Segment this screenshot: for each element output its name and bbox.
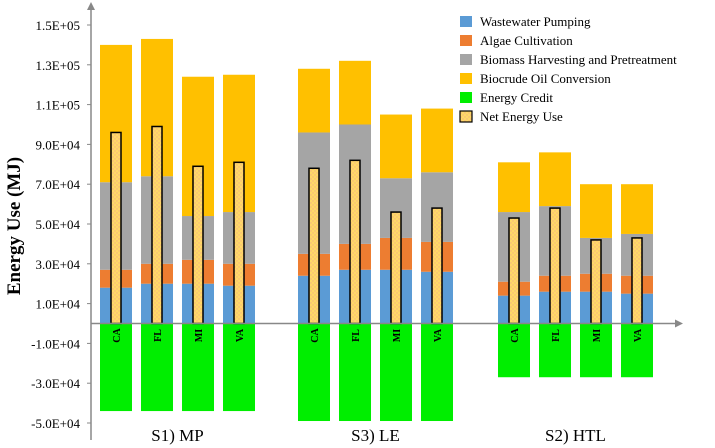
net-energy-bar xyxy=(431,207,443,325)
y-tick-label: 1.3E+05 xyxy=(35,58,80,73)
net-energy-bar xyxy=(631,237,643,325)
legend-label-algae: Algae Cultivation xyxy=(480,33,573,48)
y-tick-label: 7.0E+04 xyxy=(35,177,80,192)
legend-swatch-harvest xyxy=(460,54,472,65)
y-tick-label: 1.5E+05 xyxy=(35,18,80,33)
y-axis-arrow xyxy=(87,2,95,10)
site-label: VA xyxy=(235,328,246,342)
legend-label-wastewater: Wastewater Pumping xyxy=(480,14,591,29)
bar-segment-credit xyxy=(182,323,214,412)
y-tick-label: 1.1E+05 xyxy=(35,98,80,113)
bar-segment-credit xyxy=(141,323,173,412)
legend-swatch-biocrude xyxy=(460,73,472,84)
net-energy-bar xyxy=(110,131,122,325)
site-label: FL xyxy=(551,329,562,342)
site-label: FL xyxy=(351,329,362,342)
legend-swatch-algae xyxy=(460,35,472,46)
y-tick-label: -1.0E+04 xyxy=(31,336,80,351)
net-energy-bar xyxy=(308,167,320,325)
y-axis-title: Energy Use (MJ) xyxy=(4,157,25,295)
x-axis-arrow xyxy=(675,319,683,328)
bar-segment-credit xyxy=(498,323,530,378)
y-tick-label: 3.0E+04 xyxy=(35,257,80,272)
legend-swatch-net xyxy=(459,110,473,123)
legend-swatch-wastewater xyxy=(460,16,472,27)
y-tick-label: -5.0E+04 xyxy=(31,416,80,431)
bar-segment-credit xyxy=(100,323,132,412)
bar-segment-biocrude xyxy=(380,114,412,179)
bar-segment-biocrude xyxy=(580,184,612,238)
group-label: S1) MP xyxy=(151,426,203,445)
net-energy-bar xyxy=(151,125,163,325)
site-label: VA xyxy=(433,328,444,342)
net-energy-bar xyxy=(590,239,602,325)
net-energy-bar xyxy=(508,217,520,325)
y-tick-label: -3.0E+04 xyxy=(31,376,80,391)
site-label: FL xyxy=(153,329,164,342)
site-label: MI xyxy=(392,329,403,342)
bar-segment-credit xyxy=(298,323,330,422)
legend-label-biocrude: Biocrude Oil Conversion xyxy=(480,71,611,86)
legend-label-harvest: Biomass Harvesting and Pretreatment xyxy=(480,52,677,67)
net-energy-bar xyxy=(390,211,402,325)
bar-segment-biocrude xyxy=(539,152,571,207)
net-energy-bar xyxy=(192,165,204,325)
bar-segment-biocrude xyxy=(498,162,530,213)
bar-segment-credit xyxy=(223,323,255,412)
legend-label-net: Net Energy Use xyxy=(480,109,563,124)
bar-segment-biocrude xyxy=(339,60,371,125)
site-label: CA xyxy=(310,328,321,343)
site-label: CA xyxy=(112,328,123,343)
y-tick-label: 5.0E+04 xyxy=(35,217,80,232)
site-label: VA xyxy=(633,328,644,342)
site-label: MI xyxy=(592,329,603,342)
bar-segment-biocrude xyxy=(621,184,653,234)
group-label: S3) LE xyxy=(351,426,400,445)
group-label: S2) HTL xyxy=(545,426,606,445)
bar-segment-credit xyxy=(539,323,571,378)
bar-segment-credit xyxy=(621,323,653,378)
legend-swatch-credit xyxy=(460,92,472,103)
y-tick-label: 1.0E+04 xyxy=(35,297,80,312)
bar-segment-credit xyxy=(421,323,453,422)
bar-segment-credit xyxy=(580,323,612,378)
bar-segment-biocrude xyxy=(298,68,330,133)
site-label: MI xyxy=(194,329,205,342)
net-energy-bar xyxy=(549,207,561,325)
bar-segment-biocrude xyxy=(421,108,453,173)
site-label: CA xyxy=(510,328,521,343)
y-tick-label: 9.0E+04 xyxy=(35,137,80,152)
bar-segment-credit xyxy=(339,323,371,422)
net-energy-bar xyxy=(349,159,361,325)
legend-label-credit: Energy Credit xyxy=(480,90,553,105)
bar-segment-credit xyxy=(380,323,412,422)
net-energy-bar xyxy=(233,161,245,325)
